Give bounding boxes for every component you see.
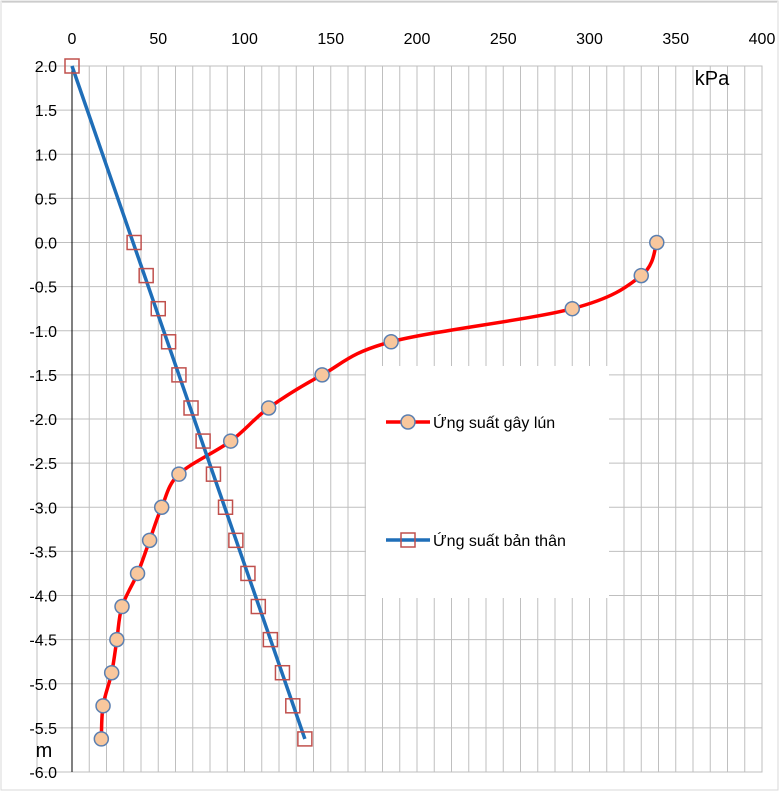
data-point-circle xyxy=(103,664,120,681)
legend-marker-square xyxy=(400,532,416,548)
data-point-circle xyxy=(564,300,580,317)
x-tick-labels: 0 50 100 150 200 250 300 350 400 xyxy=(68,31,776,48)
y-tick-label: -5.0 xyxy=(29,677,57,694)
data-point-square xyxy=(126,234,142,251)
series-line xyxy=(70,65,307,740)
data-point-square xyxy=(262,631,279,648)
data-point-square xyxy=(274,664,291,681)
data-point-square xyxy=(138,267,154,284)
data-point-circle xyxy=(649,234,665,251)
y-tick-label: -1.5 xyxy=(29,368,57,385)
y-tick-label: -3.5 xyxy=(29,544,57,561)
data-point-square xyxy=(183,400,199,416)
data-point-square xyxy=(297,731,313,747)
y-tick-label: -3.0 xyxy=(29,500,57,517)
data-point-square xyxy=(250,598,267,615)
legend-item-2: Ứng suất bản thân xyxy=(386,531,566,550)
series-group xyxy=(64,58,665,747)
data-point-square xyxy=(240,565,256,582)
data-point-square xyxy=(228,532,244,549)
data-point-square xyxy=(285,698,301,714)
data-point-circle xyxy=(153,499,170,515)
x-tick-label: 350 xyxy=(662,31,689,48)
legend-marker-circle xyxy=(400,414,416,430)
data-point-circle xyxy=(633,267,649,284)
plot-area-border xyxy=(36,65,763,773)
y-tick-label: -6.0 xyxy=(29,765,57,782)
y-tick-label: -4.0 xyxy=(29,589,57,606)
y-tick-label: 0.0 xyxy=(35,236,57,253)
data-point-circle xyxy=(141,532,158,549)
legend: Ứng suất gây lún Ứng suất bản thân xyxy=(386,413,566,550)
data-point-circle xyxy=(260,400,277,416)
legend-label: Ứng suất gây lún xyxy=(433,413,555,432)
y-tick-label: -2.0 xyxy=(29,412,57,429)
data-point-circle xyxy=(383,334,399,350)
y-tick-label: -4.5 xyxy=(29,633,57,650)
x-axis-unit-label: kPa xyxy=(695,68,730,90)
legend-item-1: Ứng suất gây lún xyxy=(386,413,555,432)
y-tick-label: -1.0 xyxy=(29,324,57,341)
data-point-circle xyxy=(222,433,239,449)
x-tick-label: 250 xyxy=(490,31,517,48)
y-tick-label: 2.0 xyxy=(35,59,57,76)
data-point-square xyxy=(217,499,234,515)
data-point-square xyxy=(171,367,187,383)
data-point-circle xyxy=(93,731,110,747)
x-tick-label: 150 xyxy=(317,31,344,48)
series-1 xyxy=(93,234,665,747)
data-point-circle xyxy=(129,565,146,582)
legend-box xyxy=(366,366,609,598)
y-tick-label: -2.5 xyxy=(29,456,57,473)
y-tick-label: 1.5 xyxy=(35,103,57,120)
x-tick-label: 300 xyxy=(576,31,603,48)
data-point-circle xyxy=(114,598,130,615)
y-tick-labels: 2.0 1.5 1.0 0.5 0.0 -0.5 -1.0 -1.5 -2.0 -2.5 -3.0 -… xyxy=(29,59,57,782)
data-point-circle xyxy=(95,698,111,714)
data-point-square xyxy=(150,300,166,317)
x-tick-label: 200 xyxy=(404,31,431,48)
data-point-square xyxy=(160,334,177,350)
x-tick-label: 400 xyxy=(749,31,776,48)
series-2 xyxy=(64,58,313,747)
y-tick-label: -0.5 xyxy=(29,280,57,297)
data-point-circle xyxy=(314,367,330,383)
legend-label: Ứng suất bản thân xyxy=(433,531,566,550)
y-axis-unit-label: m xyxy=(36,740,53,762)
data-point-square xyxy=(64,58,80,74)
data-point-square xyxy=(195,433,211,449)
data-point-circle xyxy=(109,631,125,648)
y-tick-label: 1.0 xyxy=(35,147,57,164)
x-tick-label: 0 xyxy=(68,31,77,48)
legend-background xyxy=(366,366,609,598)
data-point-circle xyxy=(171,466,187,482)
y-tick-label: 0.5 xyxy=(35,191,57,208)
x-tick-label: 50 xyxy=(149,31,167,48)
y-tick-label: -5.5 xyxy=(29,721,57,738)
data-point-square xyxy=(205,466,222,482)
x-tick-label: 100 xyxy=(231,31,258,48)
